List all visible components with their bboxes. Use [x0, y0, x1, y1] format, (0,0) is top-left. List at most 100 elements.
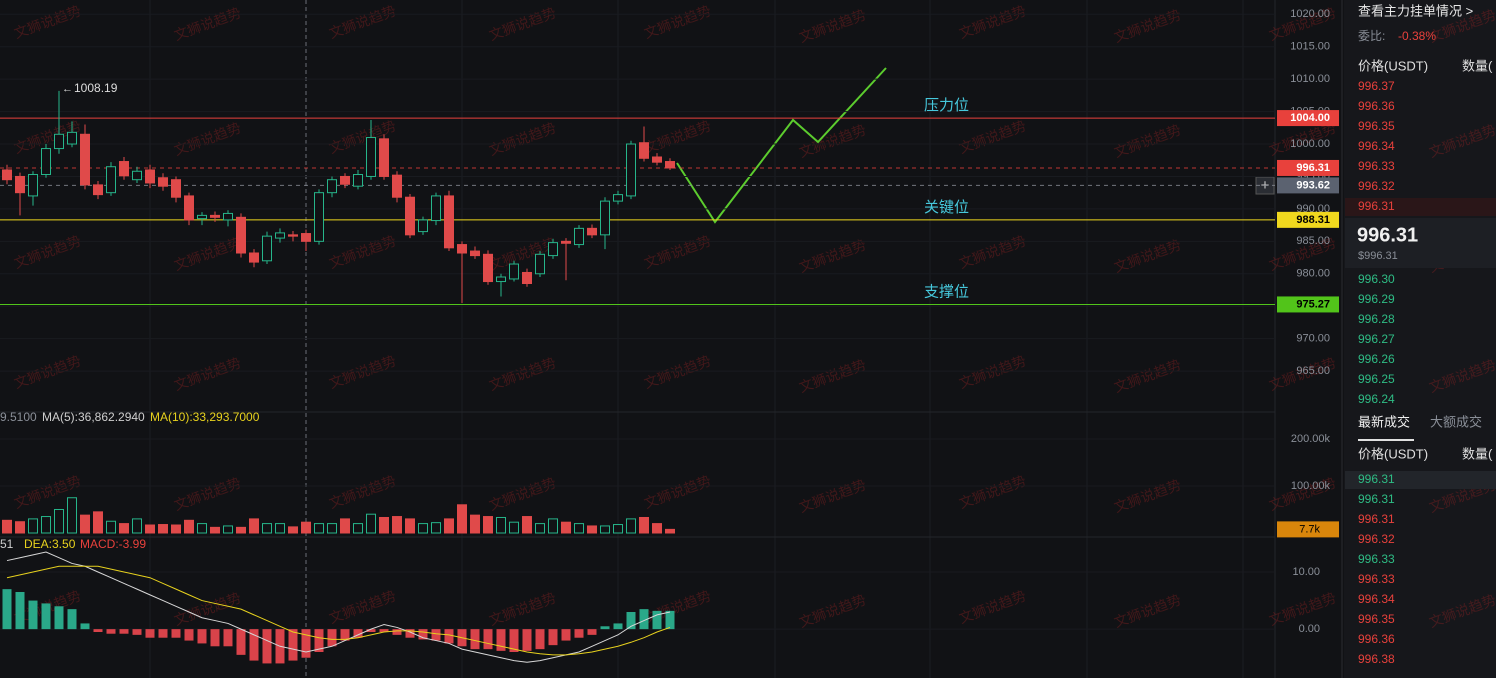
- bid-price: 996.29: [1358, 292, 1395, 306]
- macd-bar: [652, 610, 662, 630]
- macd-bar: [236, 629, 246, 655]
- macd-bar: [301, 629, 311, 658]
- volume-bar: [522, 516, 532, 534]
- ratio-value: -0.38%: [1398, 29, 1436, 43]
- volume-bar: [132, 518, 142, 534]
- volume-bar: [54, 508, 64, 534]
- column-header: 价格(USDT): [1358, 446, 1428, 461]
- trade-price: 996.36: [1358, 632, 1395, 646]
- macd-bar: [535, 629, 545, 650]
- macd-bar: [509, 629, 519, 652]
- volume-bar: [548, 518, 558, 534]
- macd-bar: [379, 629, 389, 632]
- y-tick-label: 1000.00: [1290, 138, 1330, 150]
- trade-price: 996.35: [1358, 612, 1395, 626]
- volume-bar: [405, 518, 415, 534]
- volume-bar: [327, 523, 337, 534]
- candle-body: [613, 194, 623, 202]
- macd-bar: [639, 609, 649, 630]
- volume-bar: [509, 521, 519, 534]
- tab[interactable]: 大额成交: [1430, 414, 1482, 429]
- trade-price: 996.32: [1358, 532, 1395, 546]
- macd-bar: [67, 609, 77, 630]
- tab[interactable]: 最新成交: [1358, 414, 1410, 429]
- price-tag-label: 993.62: [1296, 179, 1330, 191]
- candle-body: [262, 235, 272, 262]
- volume-bar: [626, 518, 636, 534]
- candle-body: [15, 175, 25, 194]
- candle-body: [80, 133, 90, 186]
- macd-bar: [613, 623, 623, 630]
- price-tag-label: 988.31: [1296, 214, 1330, 226]
- macd-bar: [119, 629, 129, 634]
- candle-body: [548, 242, 558, 257]
- volume-bar: [145, 524, 155, 534]
- volume-bar: [457, 504, 467, 534]
- candle-body: [54, 133, 64, 150]
- price-tag-label: 1004.00: [1290, 112, 1330, 124]
- volume-bar: [80, 514, 90, 534]
- y-tick-label: 0.00: [1299, 623, 1320, 635]
- dif-line: [6, 551, 671, 663]
- y-tick-label: 980.00: [1296, 268, 1330, 280]
- macd-bar: [483, 629, 493, 650]
- macd-legend: DEA:3.50: [24, 537, 76, 551]
- candle-body: [639, 142, 649, 159]
- macd-bar: [470, 629, 480, 650]
- candle-body: [379, 138, 389, 177]
- macd-bar: [132, 629, 142, 635]
- price-tag: [1277, 110, 1339, 127]
- candle-body: [314, 192, 324, 242]
- order-book-panel: [1344, 0, 1496, 678]
- y-tick-label: 200.00k: [1291, 433, 1331, 445]
- volume-bar: [210, 526, 220, 534]
- macd-bar: [210, 629, 220, 647]
- volume-tag: [1277, 521, 1339, 538]
- macd-bar: [561, 629, 571, 641]
- volume-bar: [379, 516, 389, 534]
- candle-body: [249, 252, 259, 263]
- trade-price: 996.33: [1358, 552, 1395, 566]
- macd-bar: [54, 606, 64, 630]
- volume-bar: [392, 516, 402, 534]
- volume-bar: [639, 516, 649, 534]
- volume-bar: [41, 516, 51, 534]
- candle-body: [288, 234, 298, 237]
- volume-legend: MA(10):33,293.7000: [150, 410, 260, 424]
- volume-bar: [431, 522, 441, 534]
- candle-body: [327, 179, 337, 194]
- candle-body: [535, 253, 545, 275]
- volume-bar: [67, 497, 77, 534]
- candle-body: [587, 227, 597, 236]
- macd-bar: [28, 600, 38, 630]
- y-tick-label: 10.00: [1292, 566, 1320, 578]
- candle-body: [392, 174, 402, 198]
- candle-body: [28, 174, 38, 197]
- volume-bar: [314, 523, 324, 534]
- last-price-box: [1345, 218, 1496, 268]
- macd-bar: [340, 629, 350, 641]
- bid-price: 996.27: [1358, 332, 1395, 346]
- macd-bar: [262, 629, 272, 664]
- price-tag-label: 996.31: [1296, 162, 1330, 174]
- bid-price: 996.26: [1358, 352, 1395, 366]
- candle-body: [665, 161, 675, 169]
- volume-bar: [574, 523, 584, 534]
- macd-bar: [288, 629, 298, 661]
- volume-legend: MA(5):36,862.2940: [42, 410, 145, 424]
- volume-bar: [171, 524, 181, 534]
- candle-body: [41, 148, 51, 176]
- volume-bar: [301, 521, 311, 534]
- row-highlight: [1345, 198, 1496, 216]
- candle-body: [561, 240, 571, 244]
- candle-body: [132, 170, 142, 181]
- candle-body: [275, 232, 285, 239]
- candle-body: [93, 184, 103, 196]
- volume-bar: [2, 519, 12, 534]
- candle-body: [496, 276, 506, 283]
- trade-price: 996.31: [1358, 512, 1395, 526]
- volume-bar: [262, 523, 272, 534]
- volume-bar: [340, 518, 350, 534]
- volume-bar: [184, 519, 194, 534]
- macd-bar: [353, 629, 363, 638]
